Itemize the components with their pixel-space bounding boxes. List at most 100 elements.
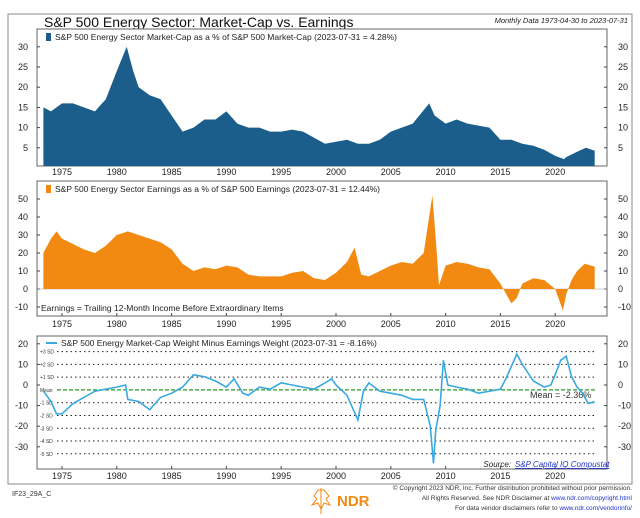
copyright-text: © Copyright 2023 NDR, Inc. Further distr…: [393, 484, 632, 492]
legend-swatch: [46, 33, 51, 41]
sd-label: -3 SD: [40, 426, 53, 432]
y-tick-left: 25: [18, 62, 28, 72]
y-tick-left: 10: [18, 359, 28, 369]
y-tick-right: 10: [618, 266, 628, 276]
y-tick-left: 15: [18, 102, 28, 112]
ndr-logo: NDR: [310, 488, 370, 514]
y-tick-right: 40: [618, 212, 628, 222]
x-tick-label: 2020: [545, 167, 565, 177]
y-tick-right: -20: [618, 421, 631, 431]
rights-prefix: All Rights Reserved. See NDR Disclaimer …: [422, 495, 551, 502]
y-tick-left: -30: [15, 442, 28, 452]
ndr-logo-text: NDR: [337, 493, 370, 510]
copyright-link[interactable]: www.ndr.com/copyright.html: [550, 495, 632, 502]
vendor-line: For data vendor disclaimers refer to www…: [455, 505, 632, 512]
x-tick-label: 1990: [216, 167, 236, 177]
legend-label: S&P 500 Energy Sector Earnings as a % of…: [55, 184, 380, 194]
x-tick-label: 2015: [490, 471, 510, 481]
y-tick-right: 20: [618, 248, 628, 258]
earnings-note: Earnings = Trailing 12-Month Income Befo…: [41, 303, 284, 313]
y-tick-left: 10: [18, 266, 28, 276]
source-link[interactable]: S&P Capital IQ Compustat: [515, 460, 610, 469]
vendor-link[interactable]: www.ndr.com/vendorinfo/: [558, 505, 632, 512]
x-tick-label: 1980: [107, 167, 127, 177]
x-tick-label: 1995: [271, 471, 291, 481]
x-tick-label: 1975: [52, 167, 72, 177]
x-tick-label: 1975: [52, 319, 72, 329]
y-tick-right: 0: [618, 380, 623, 390]
y-tick-left: 30: [18, 42, 28, 52]
mean-tag: Mean: [40, 388, 53, 394]
vendor-prefix: For data vendor disclaimers refer to: [455, 505, 559, 512]
sd-label: +1 SD: [40, 375, 54, 381]
series-line: [42, 352, 595, 464]
y-tick-left: 30: [18, 230, 28, 240]
x-tick-label: 2010: [436, 471, 456, 481]
y-tick-left: 0: [23, 380, 28, 390]
y-tick-right: 10: [618, 359, 628, 369]
x-tick-label: 2000: [326, 167, 346, 177]
y-tick-left: 20: [18, 339, 28, 349]
x-tick-label: 1995: [271, 319, 291, 329]
chart-subtitle: Monthly Data 1973-04-30 to 2023-07-31: [495, 16, 628, 25]
legend-label: S&P 500 Energy Sector Market-Cap as a % …: [55, 32, 397, 42]
y-tick-right: 10: [618, 123, 628, 133]
x-tick-label: 2005: [381, 471, 401, 481]
x-tick-label: 1990: [216, 471, 236, 481]
y-tick-right: 20: [618, 82, 628, 92]
y-tick-left: 5: [23, 143, 28, 153]
x-tick-label: 2015: [490, 167, 510, 177]
x-tick-label: 1980: [107, 319, 127, 329]
y-tick-right: 15: [618, 102, 628, 112]
mean-label: Mean = -2.36%: [530, 390, 591, 400]
y-tick-left: -20: [15, 421, 28, 431]
y-tick-right: 30: [618, 42, 628, 52]
y-tick-right: 50: [618, 194, 628, 204]
chart-code: IF23_29A_C: [12, 491, 51, 498]
chart-title: S&P 500 Energy Sector: Market-Cap vs. Ea…: [44, 14, 353, 30]
ndr-logo-icon: [310, 488, 332, 514]
x-tick-label: 2020: [545, 471, 565, 481]
x-tick-label: 1980: [107, 471, 127, 481]
y-tick-left: -10: [15, 401, 28, 411]
y-tick-right: -10: [618, 401, 631, 411]
y-tick-left: -10: [15, 302, 28, 312]
legend-label: S&P 500 Energy Market-Cap Weight Minus E…: [61, 338, 377, 348]
series-area-2: [43, 195, 595, 311]
y-tick-right: 20: [618, 339, 628, 349]
y-tick-left: 40: [18, 212, 28, 222]
y-tick-right: -30: [618, 442, 631, 452]
sd-label: -5 SD: [40, 452, 53, 458]
sd-label: -1 SD: [40, 401, 53, 407]
series-area-1: [43, 46, 595, 166]
y-tick-right: 30: [618, 230, 628, 240]
x-tick-label: 2005: [381, 167, 401, 177]
x-tick-label: 1985: [162, 471, 182, 481]
y-tick-right: 5: [618, 143, 623, 153]
y-tick-left: 0: [23, 284, 28, 294]
x-tick-label: 2005: [381, 319, 401, 329]
y-tick-right: 25: [618, 62, 628, 72]
x-tick-label: 2010: [436, 167, 456, 177]
y-tick-left: 20: [18, 248, 28, 258]
y-tick-left: 10: [18, 123, 28, 133]
sd-label: +3 SD: [40, 350, 54, 356]
x-tick-label: 2000: [326, 319, 346, 329]
rights-line: All Rights Reserved. See NDR Disclaimer …: [422, 495, 633, 502]
sd-label: -2 SD: [40, 413, 53, 419]
sd-label: +2 SD: [40, 362, 54, 368]
x-tick-label: 2000: [326, 471, 346, 481]
x-tick-label: 1995: [271, 167, 291, 177]
legend-swatch: [46, 185, 51, 193]
sd-label: -4 SD: [40, 439, 53, 445]
y-tick-left: 20: [18, 82, 28, 92]
x-tick-label: 2010: [436, 319, 456, 329]
x-tick-label: 1990: [216, 319, 236, 329]
source-label: Source:: [483, 460, 511, 469]
x-tick-label: 1985: [162, 167, 182, 177]
y-tick-right: -10: [618, 302, 631, 312]
x-tick-label: 1985: [162, 319, 182, 329]
